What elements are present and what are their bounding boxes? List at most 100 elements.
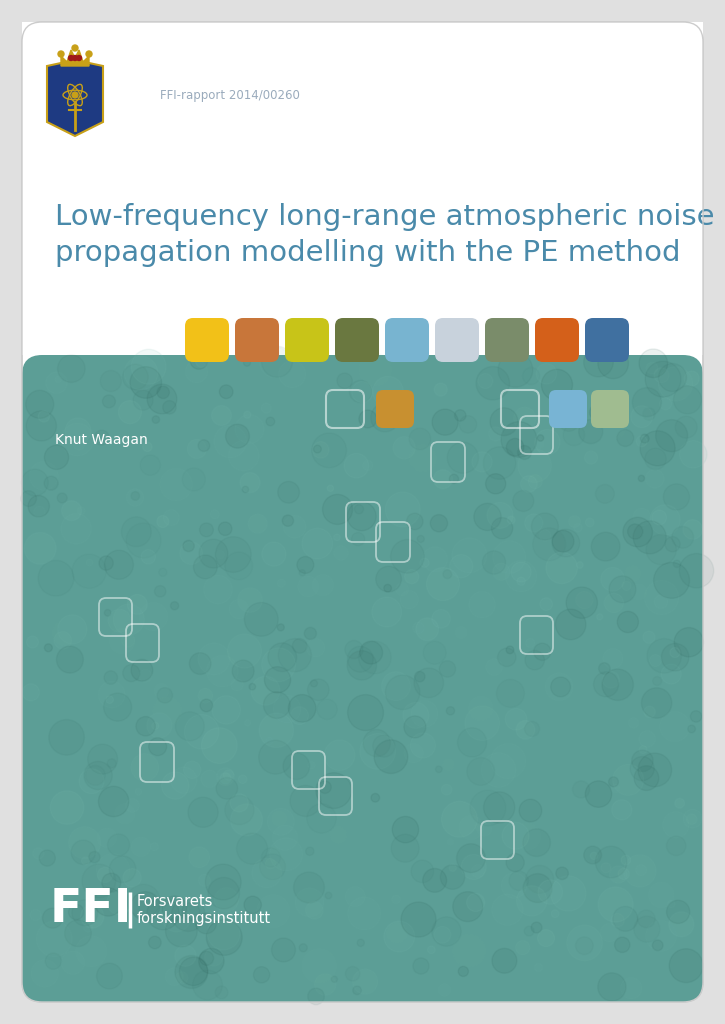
Circle shape xyxy=(416,617,439,641)
Circle shape xyxy=(501,872,527,898)
Circle shape xyxy=(632,388,661,417)
Circle shape xyxy=(633,521,666,554)
Circle shape xyxy=(638,475,645,481)
Circle shape xyxy=(552,530,574,552)
Circle shape xyxy=(598,348,629,379)
Circle shape xyxy=(207,655,238,687)
Circle shape xyxy=(94,888,123,916)
Circle shape xyxy=(353,986,361,994)
Circle shape xyxy=(654,595,668,608)
Circle shape xyxy=(362,460,373,470)
Circle shape xyxy=(248,514,268,534)
Circle shape xyxy=(190,351,207,370)
Circle shape xyxy=(202,728,237,764)
Text: Knut Waagan: Knut Waagan xyxy=(55,433,148,447)
Circle shape xyxy=(278,580,286,587)
Circle shape xyxy=(58,614,87,644)
Circle shape xyxy=(80,904,104,928)
Circle shape xyxy=(439,660,455,677)
Circle shape xyxy=(102,873,121,892)
Circle shape xyxy=(65,920,91,946)
Circle shape xyxy=(27,636,38,648)
Circle shape xyxy=(131,892,160,921)
Circle shape xyxy=(640,434,649,443)
Circle shape xyxy=(175,972,188,984)
Circle shape xyxy=(305,901,323,920)
Circle shape xyxy=(146,713,172,738)
Circle shape xyxy=(683,519,703,540)
Circle shape xyxy=(556,867,568,880)
Circle shape xyxy=(261,403,271,413)
Circle shape xyxy=(316,773,352,809)
Circle shape xyxy=(34,506,45,517)
Circle shape xyxy=(597,613,602,620)
Circle shape xyxy=(242,486,249,493)
Circle shape xyxy=(196,913,217,934)
Circle shape xyxy=(107,890,132,914)
Circle shape xyxy=(493,563,510,581)
Circle shape xyxy=(506,438,524,456)
Circle shape xyxy=(199,951,214,966)
Circle shape xyxy=(44,476,58,490)
Circle shape xyxy=(645,361,681,397)
Circle shape xyxy=(407,513,423,529)
Circle shape xyxy=(347,502,376,530)
Circle shape xyxy=(55,376,62,383)
Circle shape xyxy=(371,794,380,802)
Circle shape xyxy=(401,902,436,937)
Circle shape xyxy=(230,794,249,812)
Circle shape xyxy=(240,473,260,493)
Circle shape xyxy=(428,946,435,953)
Circle shape xyxy=(478,374,493,388)
Circle shape xyxy=(502,822,529,849)
Circle shape xyxy=(516,721,535,739)
Circle shape xyxy=(337,373,352,388)
Circle shape xyxy=(200,699,212,712)
Circle shape xyxy=(44,445,69,469)
Circle shape xyxy=(688,725,695,733)
Circle shape xyxy=(270,838,302,870)
Circle shape xyxy=(584,347,613,377)
Circle shape xyxy=(65,418,91,443)
Circle shape xyxy=(492,517,513,539)
Circle shape xyxy=(136,717,155,736)
Circle shape xyxy=(594,672,618,696)
Circle shape xyxy=(491,743,526,778)
Circle shape xyxy=(334,535,340,541)
Circle shape xyxy=(453,892,483,922)
Circle shape xyxy=(304,628,316,640)
Circle shape xyxy=(62,951,85,975)
Circle shape xyxy=(469,592,495,617)
Circle shape xyxy=(467,893,485,911)
Circle shape xyxy=(612,800,631,820)
Circle shape xyxy=(118,400,141,424)
Circle shape xyxy=(538,880,563,904)
Circle shape xyxy=(215,537,251,572)
Circle shape xyxy=(199,948,224,974)
Circle shape xyxy=(81,857,89,865)
Circle shape xyxy=(157,515,169,527)
Circle shape xyxy=(123,868,141,887)
Circle shape xyxy=(384,585,392,592)
Circle shape xyxy=(474,504,501,530)
Circle shape xyxy=(170,602,178,610)
Circle shape xyxy=(345,887,365,906)
Circle shape xyxy=(555,390,579,415)
Circle shape xyxy=(534,964,542,972)
Circle shape xyxy=(674,628,703,656)
Circle shape xyxy=(198,688,212,702)
Circle shape xyxy=(360,641,383,664)
Circle shape xyxy=(434,470,452,488)
Circle shape xyxy=(84,762,112,790)
Circle shape xyxy=(531,513,558,540)
Circle shape xyxy=(442,802,478,838)
Circle shape xyxy=(618,868,629,880)
Circle shape xyxy=(600,924,618,942)
Circle shape xyxy=(196,355,207,368)
Circle shape xyxy=(511,562,531,582)
Bar xyxy=(22,22,703,355)
Circle shape xyxy=(551,910,559,918)
Text: Low-frequency long-range atmospheric noise: Low-frequency long-range atmospheric noi… xyxy=(55,203,715,231)
Circle shape xyxy=(315,974,336,995)
Circle shape xyxy=(674,560,681,567)
